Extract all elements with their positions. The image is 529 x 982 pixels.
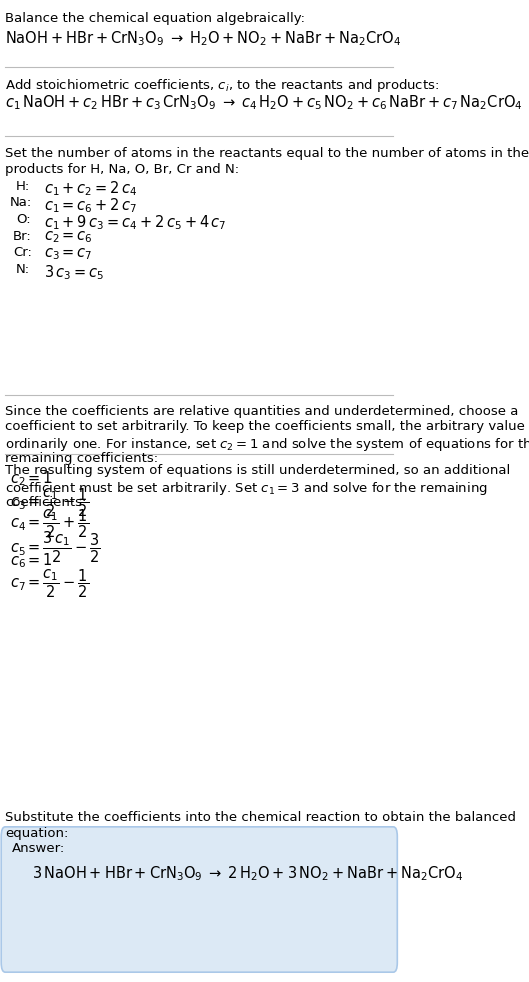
Text: Set the number of atoms in the reactants equal to the number of atoms in the: Set the number of atoms in the reactants… (5, 147, 529, 160)
Text: H:: H: (16, 180, 30, 192)
Text: $c_6 = 1$: $c_6 = 1$ (10, 551, 53, 570)
Text: $c_1 + 9\,c_3 = c_4 + 2\,c_5 + 4\,c_7$: $c_1 + 9\,c_3 = c_4 + 2\,c_5 + 4\,c_7$ (44, 213, 226, 232)
Text: $c_5 = \dfrac{3\,c_1}{2} - \dfrac{3}{2}$: $c_5 = \dfrac{3\,c_1}{2} - \dfrac{3}{2}$ (10, 529, 101, 565)
Text: Add stoichiometric coefficients, $c_i$, to the reactants and products:: Add stoichiometric coefficients, $c_i$, … (5, 77, 440, 93)
Text: Substitute the coefficients into the chemical reaction to obtain the balanced: Substitute the coefficients into the che… (5, 811, 516, 824)
Text: $\mathrm{NaOH + HBr + CrN_3O_9}$$\;\rightarrow\;$$\mathrm{H_2O + NO_2 + NaBr + N: $\mathrm{NaOH + HBr + CrN_3O_9}$$\;\righ… (5, 29, 401, 48)
Text: $c_3 = c_7$: $c_3 = c_7$ (44, 246, 93, 262)
Text: $c_4 = \dfrac{c_1}{2} + \dfrac{1}{2}$: $c_4 = \dfrac{c_1}{2} + \dfrac{1}{2}$ (10, 508, 89, 540)
FancyBboxPatch shape (1, 827, 397, 972)
Text: O:: O: (16, 213, 31, 226)
Text: $c_1 + c_2 = 2\,c_4$: $c_1 + c_2 = 2\,c_4$ (44, 180, 138, 198)
Text: Answer:: Answer: (12, 842, 65, 854)
Text: Br:: Br: (13, 230, 32, 243)
Text: Na:: Na: (10, 196, 32, 209)
Text: Cr:: Cr: (13, 246, 32, 259)
Text: $c_1\,\mathrm{NaOH} + c_2\,\mathrm{HBr} + c_3\,\mathrm{CrN_3O_9}$$\;\rightarrow\: $c_1\,\mathrm{NaOH} + c_2\,\mathrm{HBr} … (5, 93, 523, 112)
Text: coefficients:: coefficients: (5, 496, 87, 509)
Text: remaining coefficients:: remaining coefficients: (5, 452, 158, 464)
Text: N:: N: (16, 263, 30, 276)
Text: coefficient to set arbitrarily. To keep the coefficients small, the arbitrary va: coefficient to set arbitrarily. To keep … (5, 420, 529, 433)
Text: equation:: equation: (5, 827, 69, 840)
Text: $c_2 = c_6$: $c_2 = c_6$ (44, 230, 93, 246)
Text: $c_2 = 1$: $c_2 = 1$ (10, 469, 53, 488)
Text: $3\,c_3 = c_5$: $3\,c_3 = c_5$ (44, 263, 104, 282)
Text: $3\,\mathrm{NaOH} + \mathrm{HBr} + \mathrm{CrN_3O_9}$$\;\rightarrow\;$$2\,\mathr: $3\,\mathrm{NaOH} + \mathrm{HBr} + \math… (32, 864, 463, 883)
Text: $c_1 = c_6 + 2\,c_7$: $c_1 = c_6 + 2\,c_7$ (44, 196, 137, 215)
Text: The resulting system of equations is still underdetermined, so an additional: The resulting system of equations is sti… (5, 464, 510, 477)
Text: $c_3 = \dfrac{c_1}{2} - \dfrac{1}{2}$: $c_3 = \dfrac{c_1}{2} - \dfrac{1}{2}$ (10, 486, 89, 518)
Text: products for H, Na, O, Br, Cr and N:: products for H, Na, O, Br, Cr and N: (5, 163, 239, 176)
Text: $c_7 = \dfrac{c_1}{2} - \dfrac{1}{2}$: $c_7 = \dfrac{c_1}{2} - \dfrac{1}{2}$ (10, 568, 89, 600)
Text: Balance the chemical equation algebraically:: Balance the chemical equation algebraica… (5, 12, 305, 25)
Text: Since the coefficients are relative quantities and underdetermined, choose a: Since the coefficients are relative quan… (5, 405, 518, 417)
Text: coefficient must be set arbitrarily. Set $c_1 = 3$ and solve for the remaining: coefficient must be set arbitrarily. Set… (5, 480, 488, 497)
Text: ordinarily one. For instance, set $c_2 = 1$ and solve the system of equations fo: ordinarily one. For instance, set $c_2 =… (5, 436, 529, 453)
